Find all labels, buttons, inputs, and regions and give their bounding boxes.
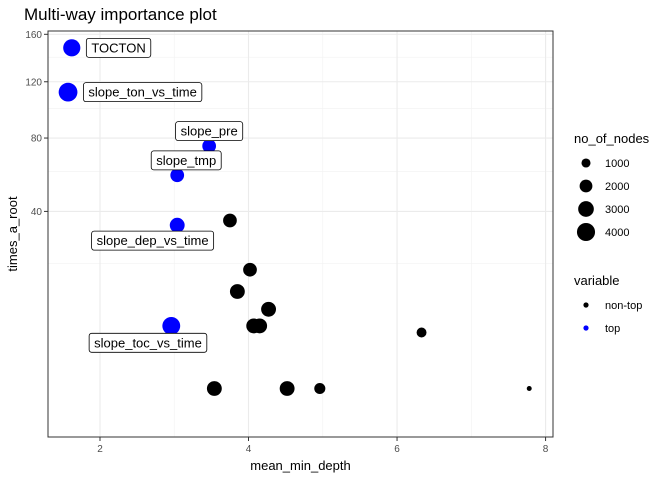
point-label-text: TOCTON: [91, 40, 145, 55]
size-legend-key: [576, 222, 596, 242]
points-layer: [58, 39, 532, 396]
x-tick-label: 4: [246, 444, 252, 455]
point-label-box: [175, 121, 244, 142]
y-tick-label: 120: [25, 77, 42, 88]
color-legend-label: top: [605, 323, 620, 335]
data-point: [229, 284, 245, 299]
point-label-box: [88, 332, 208, 353]
point-label-text: slope_toc_vs_time: [94, 335, 202, 350]
data-point: [314, 382, 326, 395]
point-label-box: [85, 37, 152, 58]
size-legend-label: 1000: [605, 158, 629, 170]
x-axis: 2 4 6 8: [97, 437, 549, 455]
x-axis-title: mean_min_depth: [250, 458, 350, 473]
color-legend-title: variable: [574, 273, 620, 288]
point-labels-layer: TOCTON slope_ton_vs_time slope_pre slope_tm…: [83, 37, 244, 353]
data-point: [63, 39, 81, 57]
data-point: [58, 82, 78, 102]
size-legend-label: 2000: [605, 181, 629, 193]
color-legend-key: [583, 302, 589, 308]
size-legend-key: [578, 201, 594, 217]
point-label: TOCTON: [85, 37, 152, 58]
size-legend-label: 4000: [605, 227, 629, 239]
y-axis: 40 80 120 160: [25, 30, 48, 218]
x-tick-label: 2: [97, 444, 103, 455]
y-axis-title: times_a_root: [5, 196, 20, 272]
data-point: [202, 139, 217, 153]
size-legend-title: no_of_nodes: [574, 131, 650, 146]
size-legend: no_of_nodes 1000 2000 3000 4000: [574, 131, 650, 242]
point-label-text: slope_pre: [181, 124, 238, 139]
point-label: slope_tmp: [150, 150, 222, 171]
chart-title: Multi-way importance plot: [24, 5, 217, 24]
data-point: [416, 327, 427, 338]
point-label-box: [83, 82, 203, 103]
size-legend-label: 3000: [605, 204, 629, 216]
data-point: [279, 381, 295, 396]
data-point: [252, 318, 268, 334]
plot-border: [47, 30, 554, 438]
data-point: [526, 386, 532, 391]
data-point: [223, 213, 237, 228]
point-label: slope_pre: [175, 121, 244, 142]
point-label: slope_toc_vs_time: [88, 332, 208, 353]
point-label-text: slope_ton_vs_time: [88, 85, 196, 100]
y-tick-label: 40: [31, 207, 43, 218]
data-point: [243, 262, 257, 277]
point-label: slope_ton_vs_time: [83, 82, 203, 103]
point-label-box: [91, 230, 215, 251]
size-legend-key: [581, 158, 591, 168]
y-tick-label: 160: [25, 30, 42, 41]
data-point: [162, 316, 181, 335]
x-tick-label: 6: [394, 444, 400, 455]
point-label-text: slope_tmp: [156, 153, 216, 168]
color-legend: variable non-top top: [574, 273, 642, 335]
point-label: slope_dep_vs_time: [91, 230, 215, 251]
data-point: [169, 217, 185, 233]
x-tick-label: 8: [543, 444, 549, 455]
color-legend-key: [583, 325, 589, 331]
y-tick-label: 80: [31, 134, 43, 145]
color-legend-label: non-top: [605, 300, 642, 312]
point-label-text: slope_dep_vs_time: [97, 233, 209, 248]
data-point: [170, 168, 185, 183]
point-label-box: [150, 150, 222, 171]
data-point: [206, 381, 222, 396]
data-point: [261, 301, 277, 317]
size-legend-key: [579, 179, 593, 193]
